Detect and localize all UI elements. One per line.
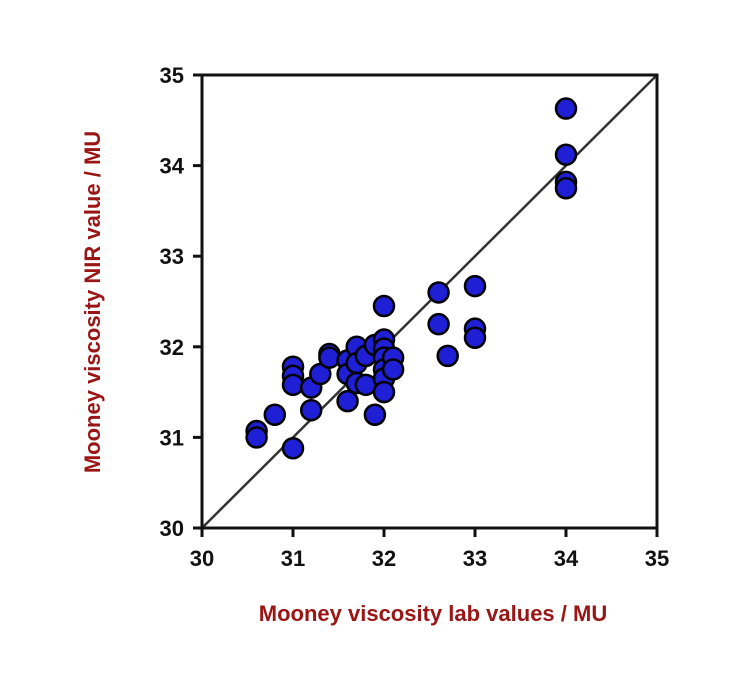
x-tick-label: 33 [463,546,487,571]
x-tick-label: 31 [281,546,305,571]
data-point [263,403,287,426]
data-point [245,426,268,449]
x-tick-label: 30 [190,546,214,571]
x-tick-label: 34 [554,546,579,571]
identity-reference-line [201,74,658,529]
data-point [281,437,305,460]
data-point [463,326,487,349]
data-point [299,398,323,422]
y-tick-label: 30 [160,516,184,541]
data-point [363,403,387,426]
data-point [436,344,459,368]
tick-layer: 30 31 32 33 34 35 30 31 32 33 34 35 [160,63,670,571]
y-tick-label: 35 [160,63,184,88]
plot-frame [200,73,659,530]
data-point [336,389,359,413]
data-point [281,373,305,397]
y-tick-label: 33 [160,244,184,269]
x-tick-label: 32 [372,546,396,571]
x-axis-title: Mooney viscosity lab values / MU [259,601,607,626]
data-point [381,358,405,381]
data-point [318,346,341,369]
data-point [427,312,450,336]
y-axis-title: Mooney viscosity NIR value / MU [80,131,105,473]
data-point [554,97,578,120]
x-tick-label: 35 [645,546,669,571]
data-point [427,281,450,304]
data-point [463,274,487,298]
data-point [372,294,396,318]
data-points-layer [245,97,578,460]
y-tick-label: 32 [160,335,184,360]
data-point [554,143,578,166]
y-tick-label: 31 [160,425,184,450]
reference-line-layer [201,74,658,529]
data-point [554,177,578,200]
y-tick-label: 34 [160,154,185,179]
data-point [372,380,396,404]
